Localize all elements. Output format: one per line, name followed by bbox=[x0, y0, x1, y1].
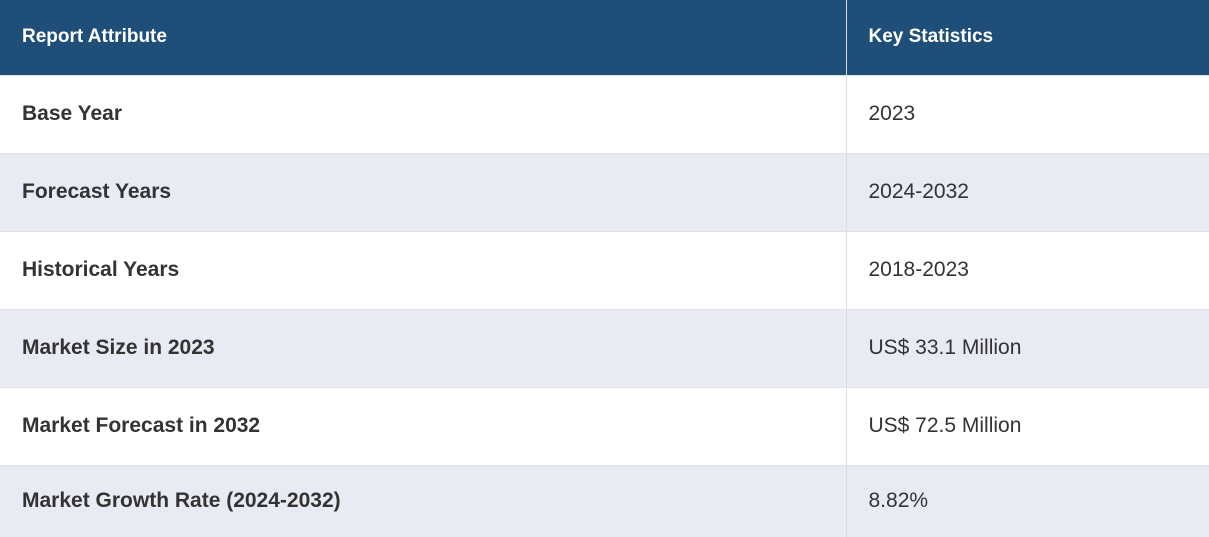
table-row: Market Growth Rate (2024-2032) 8.82% bbox=[0, 464, 1209, 537]
table-row: Base Year 2023 bbox=[0, 74, 1209, 153]
row-attribute: Base Year bbox=[0, 74, 847, 153]
table-header: Report Attribute Key Statistics bbox=[0, 0, 1209, 75]
row-value: US$ 33.1 Million bbox=[846, 308, 1209, 387]
header-key-statistics: Key Statistics bbox=[846, 0, 1209, 75]
table-row: Market Forecast in 2032 US$ 72.5 Million bbox=[0, 386, 1209, 465]
table-row: Market Size in 2023 US$ 33.1 Million bbox=[0, 308, 1209, 387]
row-attribute: Market Size in 2023 bbox=[0, 308, 847, 387]
row-value: 2018-2023 bbox=[846, 230, 1209, 309]
header-row: Report Attribute Key Statistics bbox=[0, 0, 1209, 75]
row-attribute: Market Forecast in 2032 bbox=[0, 386, 847, 465]
row-value: 2024-2032 bbox=[846, 152, 1209, 231]
header-report-attribute: Report Attribute bbox=[0, 0, 847, 75]
row-value: 2023 bbox=[846, 74, 1209, 153]
table-body: Base Year 2023 Forecast Years 2024-2032 … bbox=[0, 74, 1209, 537]
row-value: US$ 72.5 Million bbox=[846, 386, 1209, 465]
table-row: Forecast Years 2024-2032 bbox=[0, 152, 1209, 231]
row-attribute: Market Growth Rate (2024-2032) bbox=[0, 464, 847, 537]
row-attribute: Historical Years bbox=[0, 230, 847, 309]
row-value: 8.82% bbox=[846, 464, 1209, 537]
table-row: Historical Years 2018-2023 bbox=[0, 230, 1209, 309]
row-attribute: Forecast Years bbox=[0, 152, 847, 231]
